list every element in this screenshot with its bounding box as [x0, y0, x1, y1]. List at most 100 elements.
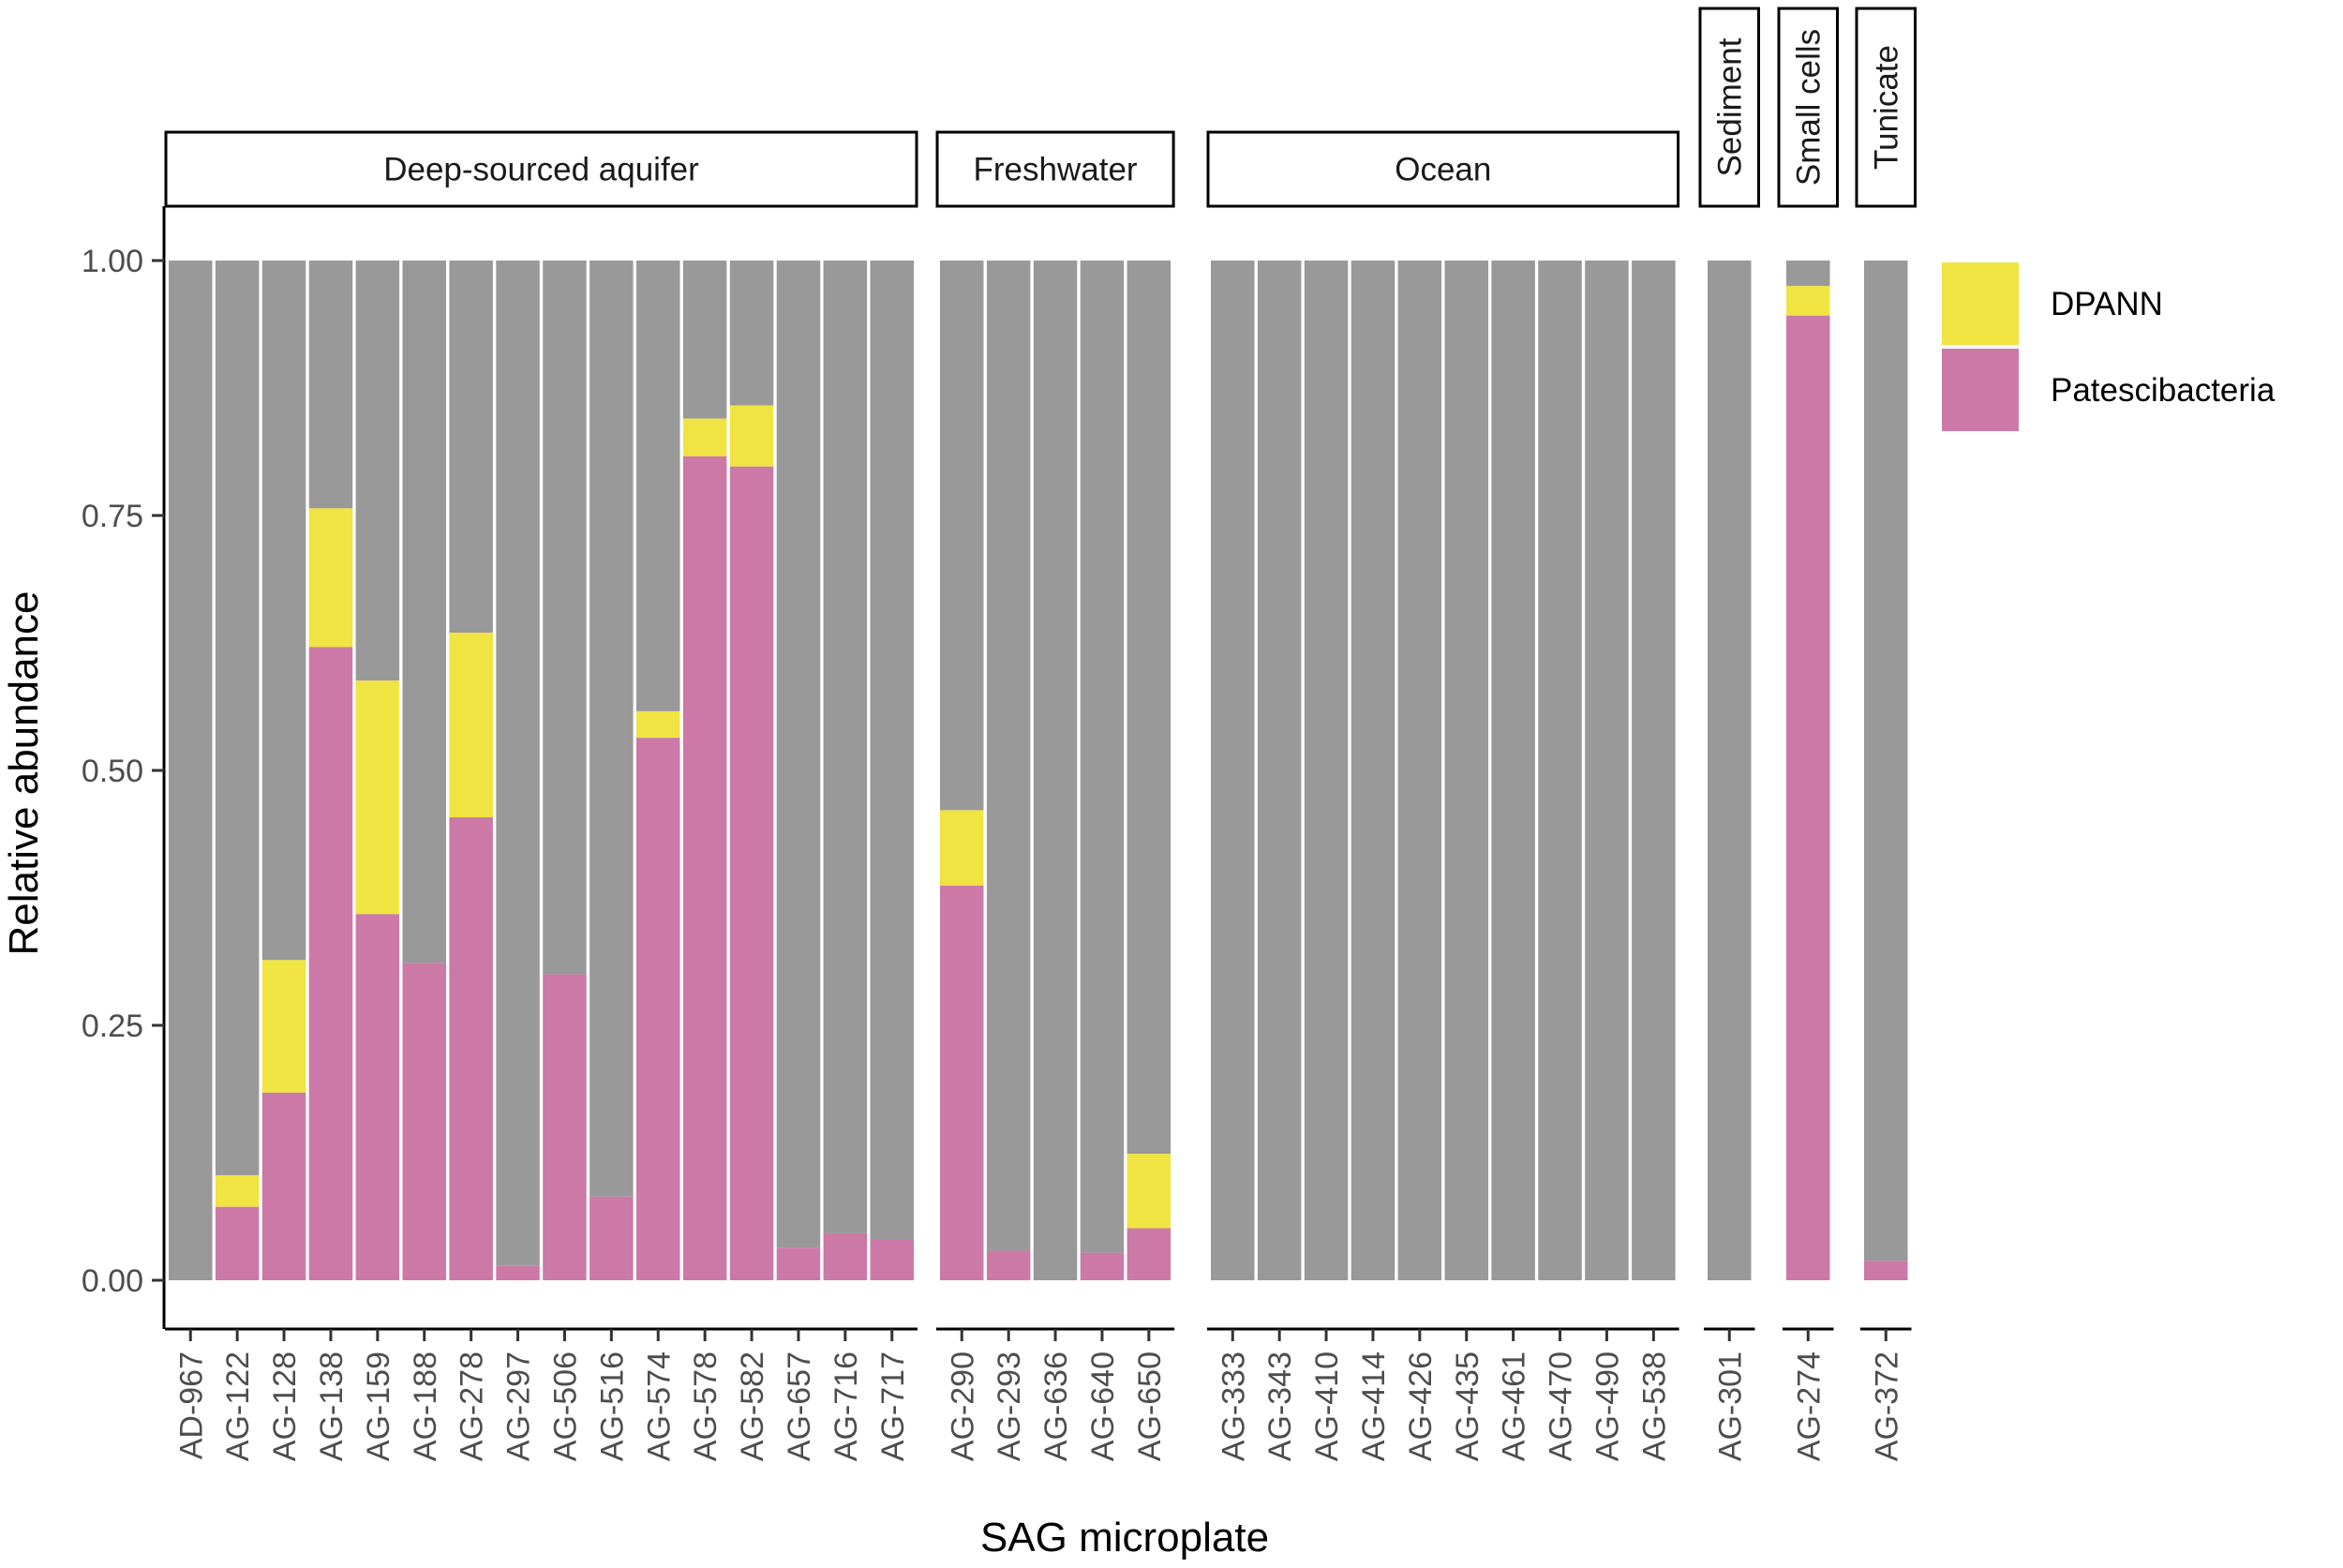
x-tick-label: AG-435 — [1450, 1351, 1485, 1461]
bar-other — [1585, 261, 1629, 1280]
bar-patescibacteria — [215, 1206, 260, 1280]
bar-other — [355, 261, 400, 681]
x-tick-label: AG-290 — [945, 1351, 980, 1461]
legend-swatch — [1942, 262, 2019, 345]
bar-other — [1211, 261, 1255, 1280]
bar-patescibacteria — [1864, 1261, 1908, 1280]
facet-strip-label: Sediment — [1711, 37, 1748, 176]
x-tick-label: AG-574 — [641, 1351, 677, 1461]
bar-other — [543, 261, 587, 975]
bar-other — [1080, 261, 1125, 1253]
bar-other — [1304, 261, 1349, 1280]
bar-patescibacteria — [776, 1247, 821, 1280]
facet-strip-label: Freshwater — [974, 152, 1138, 188]
bar-dpann — [308, 508, 353, 648]
bar-dpann — [355, 680, 400, 915]
bar-other — [1257, 261, 1302, 1280]
y-tick-label: 0.50 — [82, 754, 143, 789]
bar-other — [1786, 261, 1830, 287]
bar-other — [402, 261, 446, 963]
bar-dpann — [729, 405, 774, 467]
y-tick-label: 0.00 — [82, 1263, 143, 1299]
x-tick-label: AG-640 — [1085, 1351, 1121, 1461]
bar-other — [1864, 261, 1908, 1262]
x-tick-label: AG-297 — [501, 1351, 537, 1461]
bar-other — [169, 261, 213, 1280]
x-tick-label: AG-188 — [408, 1351, 443, 1461]
x-tick-labels: AD-967 AG-122 AG-128 AG-138 AG-159 AG-188 AG-2… — [173, 1351, 1904, 1461]
bar-other — [1632, 261, 1676, 1280]
bar-other — [1351, 261, 1395, 1280]
bar-patescibacteria — [261, 1092, 306, 1280]
bar-patescibacteria — [870, 1239, 914, 1280]
bar-other — [776, 261, 821, 1248]
bar-other — [682, 261, 727, 419]
x-tick-label: AG-410 — [1309, 1351, 1345, 1461]
y-axis-title: Relative abundance — [1, 591, 47, 956]
x-tick-label: AG-657 — [782, 1351, 817, 1461]
bar-patescibacteria — [589, 1196, 634, 1280]
x-tick-label: AD-967 — [173, 1351, 209, 1459]
x-tick-label: AG-578 — [688, 1351, 724, 1461]
bar-dpann — [682, 418, 727, 456]
axes: 0.00 0.25 0.50 0.75 1.00 — [82, 206, 1912, 1341]
bar-other — [496, 261, 540, 1266]
bar-other — [589, 261, 634, 1197]
x-tick-label: AG-582 — [735, 1351, 770, 1461]
y-tick-label: 0.75 — [82, 499, 143, 534]
x-tick-label: AG-343 — [1262, 1351, 1298, 1461]
bar-other — [986, 261, 1031, 1251]
bar-patescibacteria — [1127, 1228, 1172, 1280]
bar-other — [1397, 261, 1442, 1280]
bar-patescibacteria — [496, 1265, 540, 1280]
bar-patescibacteria — [308, 647, 353, 1280]
y-tick-label: 0.25 — [82, 1008, 143, 1044]
bar-patescibacteria — [986, 1250, 1031, 1280]
x-tick-label: AG-470 — [1544, 1351, 1579, 1461]
x-tick-label: AG-716 — [828, 1351, 864, 1461]
facet-strip-box — [1855, 7, 1917, 208]
bar-patescibacteria — [682, 455, 727, 1280]
bar-other — [449, 261, 493, 634]
x-tick-label: AG-516 — [594, 1351, 630, 1461]
facet-strip-label: Tunicate — [1868, 45, 1904, 170]
x-tick-label: AG-122 — [220, 1351, 256, 1461]
bar-patescibacteria — [543, 974, 587, 1280]
facet-strip-box — [1777, 7, 1839, 208]
x-tick-label: AG-538 — [1636, 1351, 1672, 1461]
bar-patescibacteria — [823, 1232, 868, 1280]
bar-other — [636, 261, 680, 711]
facet-strip-label: Small cells — [1790, 29, 1827, 186]
facet-strip-box — [1698, 7, 1760, 208]
legend-swatch — [1942, 349, 2019, 431]
x-tick-label: AG-274 — [1791, 1351, 1827, 1461]
bar-other — [1444, 261, 1488, 1280]
bar-other — [308, 261, 353, 509]
bar-patescibacteria — [1786, 315, 1830, 1281]
x-tick-label: AG-159 — [361, 1351, 396, 1461]
facet-strip-label: Ocean — [1395, 152, 1491, 188]
x-tick-label: AG-426 — [1403, 1351, 1439, 1461]
bar-patescibacteria — [636, 738, 680, 1280]
bar-other — [1491, 261, 1535, 1280]
x-tick-label: AG-636 — [1038, 1351, 1074, 1461]
x-tick-label: AG-650 — [1132, 1351, 1168, 1461]
bar-dpann — [261, 960, 306, 1093]
x-tick-label: AG-490 — [1589, 1351, 1625, 1461]
bar-other — [1127, 261, 1172, 1155]
x-tick-label: AG-506 — [547, 1351, 583, 1461]
y-tick-label: 1.00 — [82, 244, 143, 279]
facet-strip-box — [164, 130, 918, 208]
x-tick-label: AG-278 — [455, 1351, 490, 1461]
x-axis-title: SAG microplate — [980, 1515, 1269, 1561]
bar-patescibacteria — [729, 466, 774, 1280]
legend-label: Patescibacteria — [2051, 372, 2276, 409]
bar-other — [823, 261, 868, 1233]
bar-dpann — [1127, 1154, 1172, 1229]
bar-dpann — [636, 710, 680, 739]
bar-patescibacteria — [402, 963, 446, 1280]
bar-dpann — [940, 810, 984, 886]
x-tick-label: AG-128 — [267, 1351, 303, 1461]
facet-strips: Deep-sourced aquifer Freshwater Ocean Sedim… — [164, 7, 1917, 208]
x-tick-label: AG-414 — [1356, 1351, 1392, 1461]
